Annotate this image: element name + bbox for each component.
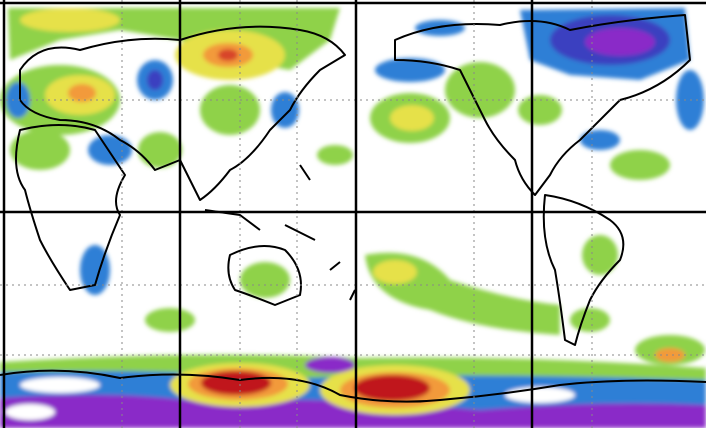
coastlines (0, 14, 706, 403)
